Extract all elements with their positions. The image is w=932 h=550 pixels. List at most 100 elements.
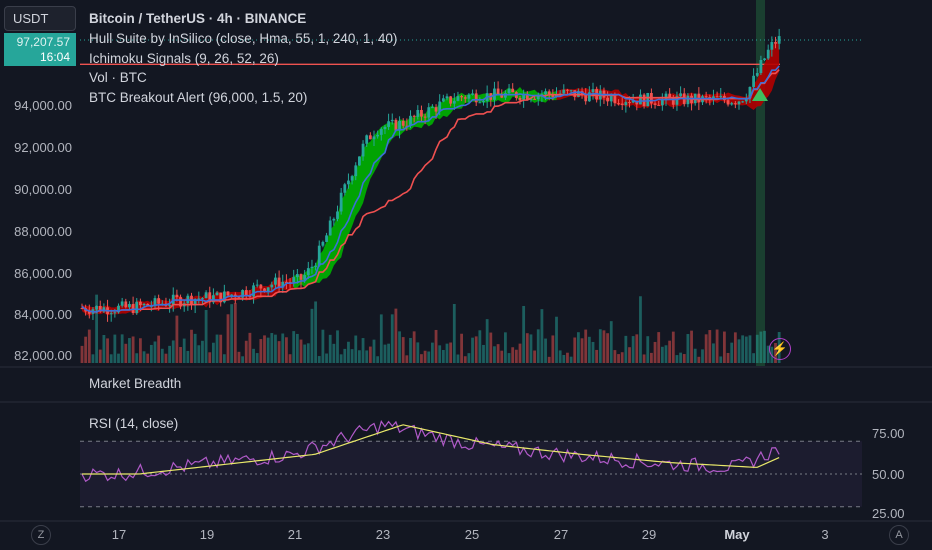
volume-bar bbox=[241, 356, 244, 363]
volume-bar bbox=[106, 338, 109, 363]
candle-body bbox=[230, 294, 234, 296]
volume-bar bbox=[544, 338, 547, 363]
lightning-icon[interactable]: ⚡ bbox=[769, 338, 791, 360]
volume-bar bbox=[741, 335, 745, 363]
volume-bar bbox=[233, 303, 237, 363]
price-tick: 86,000.00 bbox=[14, 266, 72, 281]
candle-body bbox=[343, 184, 347, 193]
volume-bar bbox=[675, 355, 679, 363]
volume-bar bbox=[420, 354, 423, 363]
volume-bar bbox=[755, 334, 759, 363]
volume-bar bbox=[471, 337, 474, 363]
candle-body bbox=[226, 291, 230, 296]
candle-body bbox=[120, 301, 124, 306]
alert-highlight bbox=[756, 0, 765, 366]
volume-bar bbox=[719, 356, 723, 363]
candle-body bbox=[306, 268, 310, 276]
candle-body bbox=[686, 95, 690, 105]
volume-bar bbox=[343, 348, 347, 363]
rsi-tick: 75.00 bbox=[872, 426, 905, 441]
indicator-hull-suite[interactable]: Hull Suite by InSilico (close, Hma, 55, … bbox=[89, 31, 398, 46]
candle-body bbox=[617, 103, 620, 105]
candle-body bbox=[496, 88, 500, 95]
volume-bar bbox=[704, 334, 708, 363]
candle-body bbox=[482, 101, 485, 103]
volume-bar bbox=[467, 353, 471, 363]
volume-bar bbox=[190, 329, 193, 363]
volume-bar bbox=[328, 334, 332, 363]
volume-bar bbox=[657, 332, 661, 363]
market-breadth-label[interactable]: Market Breadth bbox=[89, 376, 182, 391]
bar-countdown: 16:04 bbox=[39, 50, 70, 64]
timezone-button[interactable]: Z bbox=[31, 525, 51, 545]
volume-bar bbox=[244, 340, 248, 363]
volume-bar bbox=[715, 329, 719, 363]
volume-bar bbox=[299, 339, 303, 363]
volume-bar bbox=[230, 304, 234, 363]
rsi-tick: 50.00 bbox=[872, 467, 905, 482]
volume-bar bbox=[686, 334, 690, 363]
volume-bar bbox=[533, 350, 536, 363]
candle-body bbox=[215, 292, 219, 296]
volume-bar bbox=[80, 345, 84, 363]
rsi-label[interactable]: RSI (14, close) bbox=[89, 416, 179, 431]
volume-bar bbox=[212, 342, 215, 363]
candle-body bbox=[631, 100, 635, 103]
volume-bar bbox=[339, 354, 343, 363]
candle-body bbox=[719, 95, 723, 98]
volume-bar bbox=[595, 349, 599, 363]
candle-body bbox=[536, 95, 540, 100]
candle-body bbox=[639, 94, 642, 105]
candle-body bbox=[383, 126, 387, 130]
kijun-line bbox=[81, 69, 780, 313]
candle-body bbox=[285, 281, 288, 283]
candle-body bbox=[336, 211, 339, 219]
volume-bar bbox=[555, 316, 558, 363]
candle-body bbox=[153, 298, 157, 307]
indicator-ichimoku[interactable]: Ichimoku Signals (9, 26, 52, 26) bbox=[89, 51, 279, 66]
candle-body bbox=[222, 291, 226, 303]
candle-body bbox=[529, 98, 533, 100]
candle-body bbox=[566, 89, 569, 91]
indicator-breakout-alert[interactable]: BTC Breakout Alert (96,000, 1.5, 20) bbox=[89, 90, 308, 105]
candle-body bbox=[255, 284, 259, 286]
auto-scale-button[interactable]: A bbox=[889, 525, 909, 545]
chart-title[interactable]: Bitcoin / TetherUS · 4h · BINANCE bbox=[89, 11, 307, 26]
volume-bar bbox=[310, 308, 314, 363]
candle-body bbox=[471, 93, 474, 95]
candle-body bbox=[712, 96, 715, 99]
candle-body bbox=[763, 58, 766, 60]
volume-bar bbox=[620, 352, 624, 363]
candle-body bbox=[569, 90, 573, 92]
indicator-volume[interactable]: Vol · BTC bbox=[89, 70, 147, 85]
volume-bar bbox=[168, 345, 171, 363]
candle-body bbox=[109, 313, 113, 315]
volume-bar bbox=[522, 305, 526, 363]
volume-bar bbox=[628, 347, 631, 363]
candle-body bbox=[139, 301, 142, 306]
candle-body bbox=[657, 104, 661, 106]
volume-bar bbox=[733, 332, 737, 363]
candle-body bbox=[456, 96, 460, 101]
candle-body bbox=[445, 96, 449, 99]
candle-body bbox=[438, 101, 442, 112]
volume-bar bbox=[434, 329, 438, 363]
candle-body bbox=[744, 98, 748, 102]
rsi-tick: 25.00 bbox=[872, 506, 905, 521]
volume-bar bbox=[87, 329, 91, 363]
candle-body bbox=[281, 281, 285, 288]
candle-body bbox=[113, 312, 117, 314]
price-tick: 82,000.00 bbox=[14, 348, 72, 363]
volume-bar bbox=[449, 342, 453, 363]
candle-body bbox=[142, 303, 146, 306]
volume-bar bbox=[372, 339, 376, 363]
quote-currency-button[interactable]: USDT bbox=[4, 6, 76, 31]
candle-body bbox=[748, 86, 752, 99]
time-tick-may: May bbox=[724, 527, 750, 542]
volume-bar bbox=[551, 335, 555, 363]
volume-bar bbox=[383, 344, 387, 363]
candle-body bbox=[168, 304, 171, 306]
timezone-label: Z bbox=[37, 529, 45, 541]
candle-body bbox=[390, 119, 394, 122]
